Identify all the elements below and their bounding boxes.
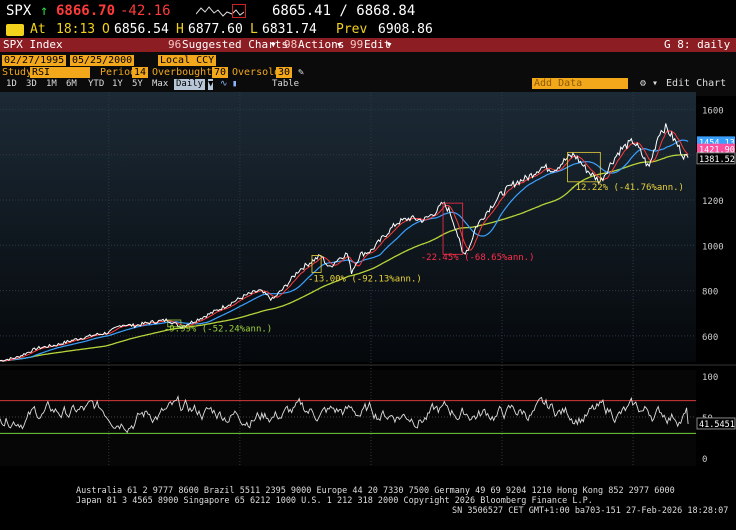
- actions-menu[interactable]: Actions: [298, 38, 345, 51]
- period-label: Period: [100, 67, 137, 78]
- net-change: -42.16: [120, 3, 171, 19]
- chevron-down-icon: ▾: [652, 78, 659, 89]
- range-ytd[interactable]: YTD: [88, 79, 105, 89]
- open-value: 6856.54: [114, 22, 169, 37]
- rsi-tick-label-0: 0: [702, 455, 707, 465]
- chevron-down-icon: ▼: [208, 79, 214, 90]
- quote-time: 18:13: [56, 22, 96, 37]
- edit-chart-button[interactable]: Edit Chart: [666, 78, 727, 89]
- y-tick-label-5: 1600: [702, 106, 724, 116]
- last-value-label-1: 1421.90: [699, 146, 735, 156]
- drawdown-label-3: -12.22% (-41.76%ann.): [570, 183, 684, 193]
- ma-short-line: [0, 130, 689, 362]
- range-6m[interactable]: 6M: [66, 79, 77, 89]
- last-value-label-2: 1381.52: [699, 155, 735, 165]
- range-1m[interactable]: 1M: [46, 79, 57, 89]
- overbought-label: Overbought: [152, 67, 213, 78]
- alert-icon[interactable]: [6, 24, 24, 36]
- study-label: Study: [2, 67, 33, 78]
- footer-session: SN 3506527 CET GMT+1:00 ba703-151 27-Feb…: [452, 506, 729, 516]
- overbought-field[interactable]: 70: [212, 67, 229, 78]
- last-value-badge: [696, 152, 736, 165]
- price-chart[interactable]: -9.99% (-52.24%ann.) -13.00% (-92.13%ann.…: [0, 92, 736, 472]
- range-1y[interactable]: 1Y: [112, 79, 123, 89]
- chevron-down-icon: ▾: [336, 38, 343, 51]
- footer: Australia 61 2 9777 8600 Brazil 5511 239…: [0, 472, 736, 530]
- last-value-label-0: 1454.13: [699, 138, 735, 148]
- last-price: 6866.70: [56, 3, 116, 19]
- low-value: 6831.74: [262, 22, 317, 37]
- frequency-select[interactable]: Daily: [174, 79, 206, 90]
- drawdown-box: [567, 151, 601, 183]
- oversold-field[interactable]: 30: [276, 67, 293, 78]
- range-3d[interactable]: 3D: [26, 79, 37, 89]
- y-tick-label-3: 1200: [702, 197, 724, 207]
- currency-select[interactable]: Local CCY: [158, 55, 217, 66]
- drawdown-label-2: -22.45% (-68.65%ann.): [421, 253, 535, 263]
- at-label: At: [30, 22, 46, 37]
- menu-bar: SPX Index 96 Suggested Charts ▾ 98 Actio…: [0, 38, 736, 52]
- period-field[interactable]: 14: [132, 67, 149, 78]
- rsi-last-label: 41.5451: [699, 420, 735, 430]
- drawdown-box: [311, 255, 322, 273]
- pencil-icon[interactable]: ✎: [298, 67, 305, 78]
- y-tick-label-0: 600: [702, 333, 718, 343]
- drawdown-box: [167, 319, 182, 328]
- price-line: [0, 123, 689, 362]
- chart-toolbar: 02/27/1995 05/25/2000 Local CCY Study RS…: [0, 52, 736, 96]
- up-arrow-icon: ↑: [40, 3, 49, 19]
- edit-number: 99: [350, 38, 364, 51]
- low-label: L: [250, 22, 258, 37]
- y-tick-label-1: 800: [702, 288, 718, 298]
- range-max[interactable]: Max: [152, 79, 169, 89]
- high-label: H: [176, 22, 184, 37]
- high-value: 6877.60: [188, 22, 243, 37]
- ma-mid-line: [0, 139, 689, 362]
- suggested-charts-number: 96: [168, 38, 182, 51]
- last-value-badge: [697, 143, 735, 155]
- settings-icon[interactable]: ⚙: [640, 78, 647, 89]
- chevron-down-icon: ▾: [386, 38, 393, 51]
- rsi-tick-label-2: 100: [702, 373, 718, 383]
- end-date-field[interactable]: 05/25/2000: [70, 55, 135, 66]
- edit-menu[interactable]: Edit: [364, 38, 391, 51]
- rsi-line: [0, 395, 689, 434]
- chart-icon[interactable]: [232, 4, 246, 18]
- study-select[interactable]: RSI: [30, 67, 90, 78]
- range-1d[interactable]: 1D: [6, 79, 17, 89]
- drawdown-label-0: -9.99% (-52.24%ann.): [164, 324, 272, 334]
- y-tick-label-2: 1000: [702, 242, 724, 252]
- g-number-label[interactable]: G 8: daily: [664, 38, 731, 51]
- oversold-label: Oversold: [232, 67, 281, 78]
- footer-contacts-1: Australia 61 2 9777 8600 Brazil 5511 239…: [76, 486, 675, 496]
- footer-contacts-2: Japan 81 3 4565 8900 Singapore 65 6212 1…: [76, 496, 593, 506]
- open-label: O: [102, 22, 110, 37]
- drawdown-label-1: -13.00% (-92.13%ann.): [308, 275, 422, 285]
- table-button[interactable]: Table: [272, 79, 300, 89]
- quote-header: SPX ↑ 6866.70 -42.16 6865.41 / 6868.84: [0, 0, 736, 22]
- line-chart-icon[interactable]: ∿: [220, 79, 228, 89]
- chevron-down-icon: ▾: [270, 38, 277, 51]
- ohlc-row: At 18:13 O 6856.54 H 6877.60 L 6831.74 P…: [0, 22, 736, 38]
- drawdown-box: [442, 202, 464, 255]
- start-date-field[interactable]: 02/27/1995: [2, 55, 67, 66]
- rsi-last-badge: [696, 417, 736, 430]
- price-panel-bg: [0, 92, 696, 362]
- bid-ask: 6865.41 / 6868.84: [272, 3, 416, 19]
- ticker[interactable]: SPX: [6, 3, 32, 19]
- suggested-charts-menu[interactable]: Suggested Charts: [182, 38, 288, 51]
- sparkline-icon: [196, 6, 244, 17]
- prev-value: 6908.86: [378, 22, 433, 37]
- last-value-badge: [697, 136, 735, 148]
- range-5y[interactable]: 5Y: [132, 79, 143, 89]
- ma-long-line: [0, 153, 689, 362]
- actions-number: 98: [284, 38, 298, 51]
- bar-chart-icon[interactable]: ▮: [232, 79, 238, 89]
- add-data-field[interactable]: Add Data: [532, 78, 628, 89]
- rsi-panel-bg: [0, 370, 696, 466]
- prev-label: Prev: [336, 22, 368, 37]
- security-name[interactable]: SPX Index: [3, 38, 63, 51]
